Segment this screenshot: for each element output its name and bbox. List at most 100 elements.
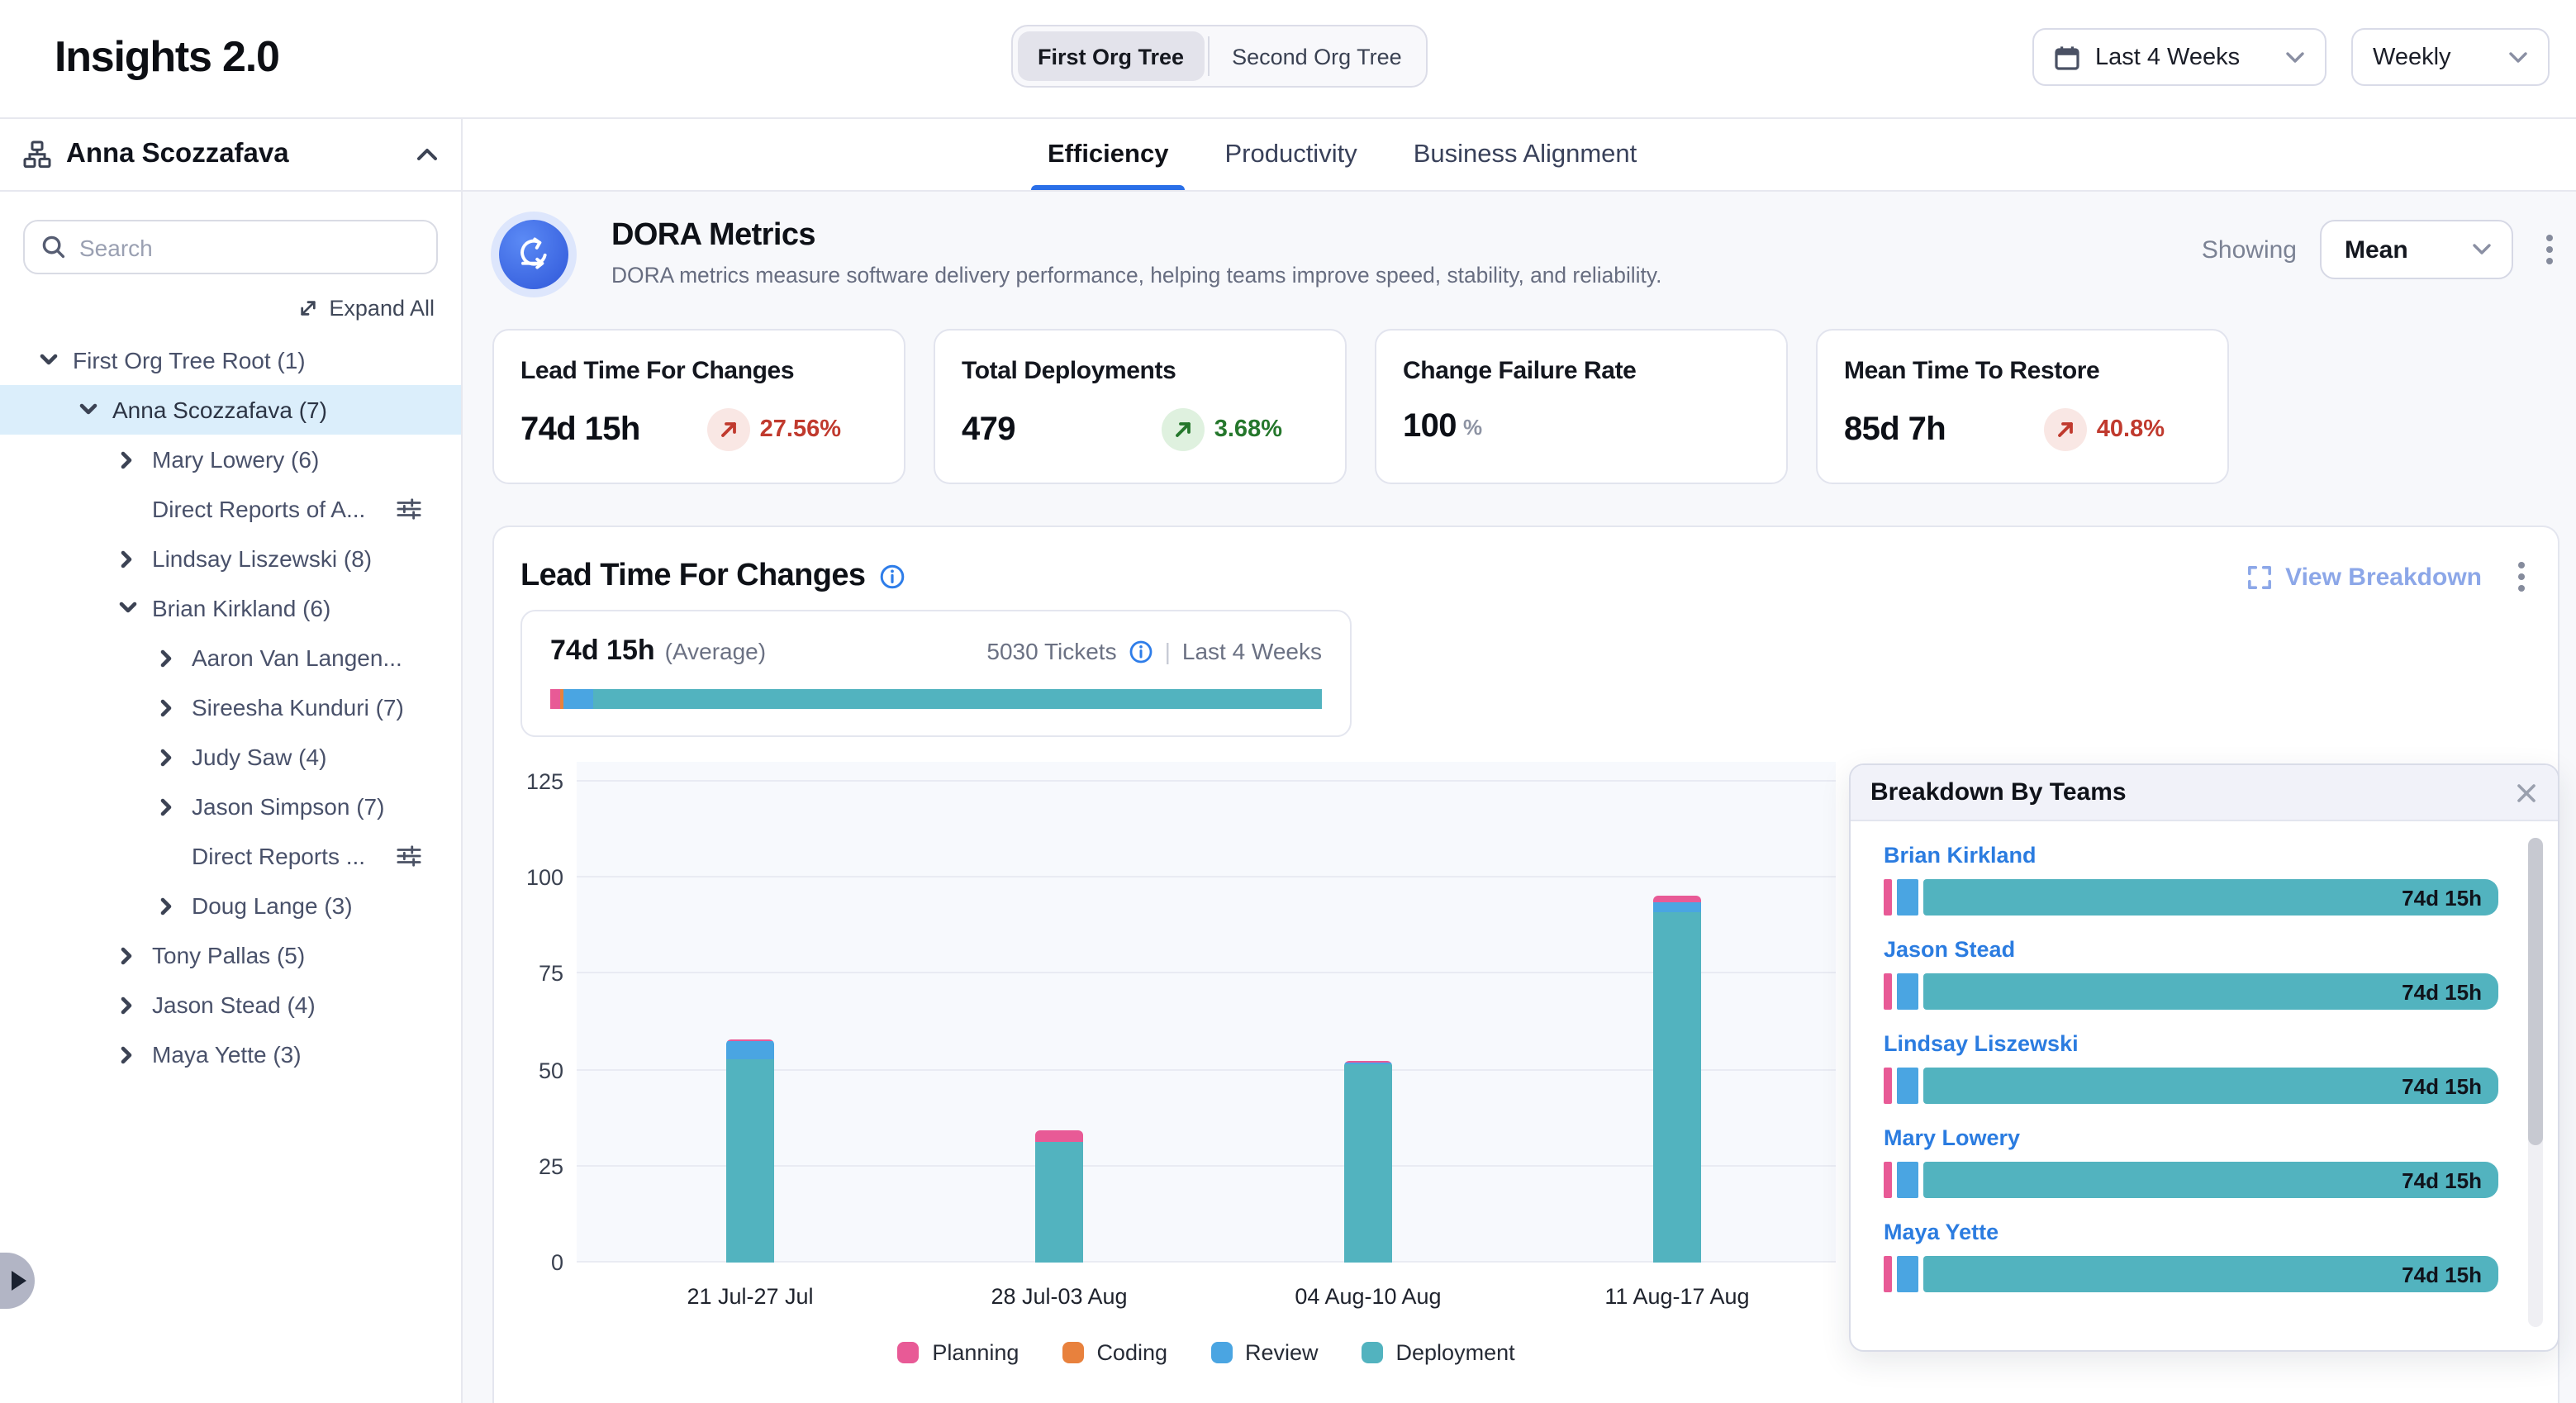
chevron-down-icon[interactable] xyxy=(119,599,152,617)
tab-productivity[interactable]: Productivity xyxy=(1208,119,1373,190)
tree-item[interactable]: Brian Kirkland (6) xyxy=(0,583,461,633)
average-value: 74d 15h xyxy=(550,635,655,666)
chevron-right-icon[interactable] xyxy=(119,1045,152,1063)
chevron-down-icon[interactable] xyxy=(40,351,73,369)
chevron-up-icon[interactable] xyxy=(416,147,438,162)
calendar-icon xyxy=(2054,44,2080,70)
tree-item-label: Jason Stead (4) xyxy=(152,992,316,1018)
tree-item[interactable]: Aaron Van Langen... xyxy=(0,633,461,682)
chevron-right-icon[interactable] xyxy=(159,698,192,716)
tree-item[interactable]: First Org Tree Root (1) xyxy=(0,335,461,385)
tree-item[interactable]: Mary Lowery (6) xyxy=(0,435,461,484)
team-name-link[interactable]: Maya Yette xyxy=(1884,1220,1999,1244)
x-tick-label: 28 Jul-03 Aug xyxy=(991,1284,1128,1309)
chart-bar[interactable] xyxy=(1035,1130,1083,1263)
metric-card-title: Lead Time For Changes xyxy=(520,357,795,385)
breakdown-team-list: Brian Kirkland 74d 15h Jason Stead 74d 15h L… xyxy=(1851,821,2558,1292)
tree-item-label: Judy Saw (4) xyxy=(192,744,327,770)
app-header: Insights 2.0 First Org Tree Second Org T… xyxy=(0,0,2576,119)
chevron-right-icon[interactable] xyxy=(159,748,192,766)
date-range-dropdown[interactable]: Last 4 Weeks xyxy=(2032,28,2326,86)
y-tick-label: 100 xyxy=(525,865,563,891)
chevron-right-icon[interactable] xyxy=(119,946,152,964)
breakdown-team-row: Mary Lowery 74d 15h xyxy=(1884,1125,2498,1198)
tree-item[interactable]: Sireesha Kunduri (7) xyxy=(0,682,461,732)
chevron-right-icon[interactable] xyxy=(159,649,192,667)
team-bar-deployment-segment: 74d 15h xyxy=(1923,1068,2498,1104)
gridline xyxy=(577,780,1836,782)
tree-item[interactable]: Jason Stead (4) xyxy=(0,980,461,1030)
tickets-count: 5030 Tickets xyxy=(986,638,1117,664)
team-phase-bar: 74d 15h xyxy=(1884,1068,2498,1104)
avg-bar-segment-deployment xyxy=(593,689,1322,709)
tree-item[interactable]: Direct Reports ... xyxy=(0,831,461,881)
team-name-link[interactable]: Mary Lowery xyxy=(1884,1125,2021,1150)
chevron-right-icon[interactable] xyxy=(159,896,192,915)
legend-label: Planning xyxy=(932,1340,1019,1365)
sidebar-expand-handle[interactable] xyxy=(0,1253,35,1309)
team-value: 74d 15h xyxy=(2402,979,2482,1004)
team-name-link[interactable]: Brian Kirkland xyxy=(1884,843,2037,868)
team-value: 74d 15h xyxy=(2402,1262,2482,1286)
lead-time-kebab-menu[interactable] xyxy=(2508,555,2535,598)
tree-item[interactable]: Direct Reports of A... xyxy=(0,484,461,534)
legend-item-review: Review xyxy=(1210,1340,1319,1365)
granularity-dropdown[interactable]: Weekly xyxy=(2351,28,2550,86)
bar-segment-review xyxy=(726,1041,774,1059)
bar-segment-deployment xyxy=(726,1058,774,1263)
team-name-link[interactable]: Jason Stead xyxy=(1884,937,2016,962)
filter-sliders-icon[interactable] xyxy=(397,844,421,868)
view-breakdown-label: View Breakdown xyxy=(2285,563,2482,591)
chart-bar[interactable] xyxy=(1344,1061,1392,1263)
toggle-second-org-tree[interactable]: Second Org Tree xyxy=(1232,44,1402,69)
view-breakdown-button[interactable]: View Breakdown xyxy=(2247,563,2482,591)
breakdown-title: Breakdown By Teams xyxy=(1870,778,2127,806)
tree-item[interactable]: Judy Saw (4) xyxy=(0,732,461,782)
chevron-right-icon[interactable] xyxy=(119,549,152,568)
scrollbar-thumb[interactable] xyxy=(2528,838,2543,1145)
y-tick-label: 25 xyxy=(538,1153,563,1179)
chart-bar[interactable] xyxy=(726,1039,774,1263)
info-icon[interactable] xyxy=(878,564,905,590)
gridline xyxy=(577,1068,1836,1071)
tree-item[interactable]: Lindsay Liszewski (8) xyxy=(0,534,461,583)
org-chart-icon xyxy=(23,140,51,169)
tree-item[interactable]: Maya Yette (3) xyxy=(0,1030,461,1079)
gridline xyxy=(577,1261,1836,1263)
team-phase-bar: 74d 15h xyxy=(1884,879,2498,916)
metric-card-unit: % xyxy=(1462,415,1483,440)
chevron-right-icon[interactable] xyxy=(119,996,152,1014)
metric-delta-badge: 3.68% xyxy=(1161,408,1282,451)
chevron-right-icon[interactable] xyxy=(119,450,152,468)
filter-sliders-icon[interactable] xyxy=(397,497,421,521)
tree-item[interactable]: Jason Simpson (7) xyxy=(0,782,461,831)
team-bar-review-segment xyxy=(1897,1162,1918,1198)
mean-dropdown[interactable]: Mean xyxy=(2320,220,2513,279)
tree-item[interactable]: Doug Lange (3) xyxy=(0,881,461,930)
search-input[interactable] xyxy=(79,234,420,260)
bar-segment-review xyxy=(1653,902,1701,913)
tab-label: Productivity xyxy=(1224,140,1357,168)
tree-item[interactable]: Tony Pallas (5) xyxy=(0,930,461,980)
info-icon[interactable] xyxy=(1129,639,1153,663)
divider: | xyxy=(1164,638,1171,664)
chart-bar[interactable] xyxy=(1653,895,1701,1263)
date-range-value: Last 4 Weeks xyxy=(2095,44,2241,70)
dora-kebab-menu[interactable] xyxy=(2536,228,2563,271)
team-name-link[interactable]: Lindsay Liszewski xyxy=(1884,1031,2079,1056)
expand-all-button[interactable]: Expand All xyxy=(0,296,435,321)
toggle-first-org-tree[interactable]: First Org Tree xyxy=(1018,31,1205,81)
metric-delta-badge: 40.8% xyxy=(2043,408,2165,451)
tab-business-alignment[interactable]: Business Alignment xyxy=(1397,119,1654,190)
showing-label: Showing xyxy=(2201,235,2297,264)
tree-item[interactable]: Anna Scozzafava (7) xyxy=(0,385,461,435)
tab-efficiency[interactable]: Efficiency xyxy=(1031,119,1186,190)
close-icon[interactable] xyxy=(2515,781,2538,804)
team-bar-planning-segment xyxy=(1884,973,1892,1010)
panel-scrollbar[interactable] xyxy=(2528,838,2543,1327)
chevron-right-icon[interactable] xyxy=(159,797,192,816)
chevron-down-icon[interactable] xyxy=(79,401,112,419)
team-value: 74d 15h xyxy=(2402,885,2482,910)
metric-card-title: Change Failure Rate xyxy=(1403,357,1637,385)
trend-up-arrow-icon xyxy=(2043,408,2087,451)
